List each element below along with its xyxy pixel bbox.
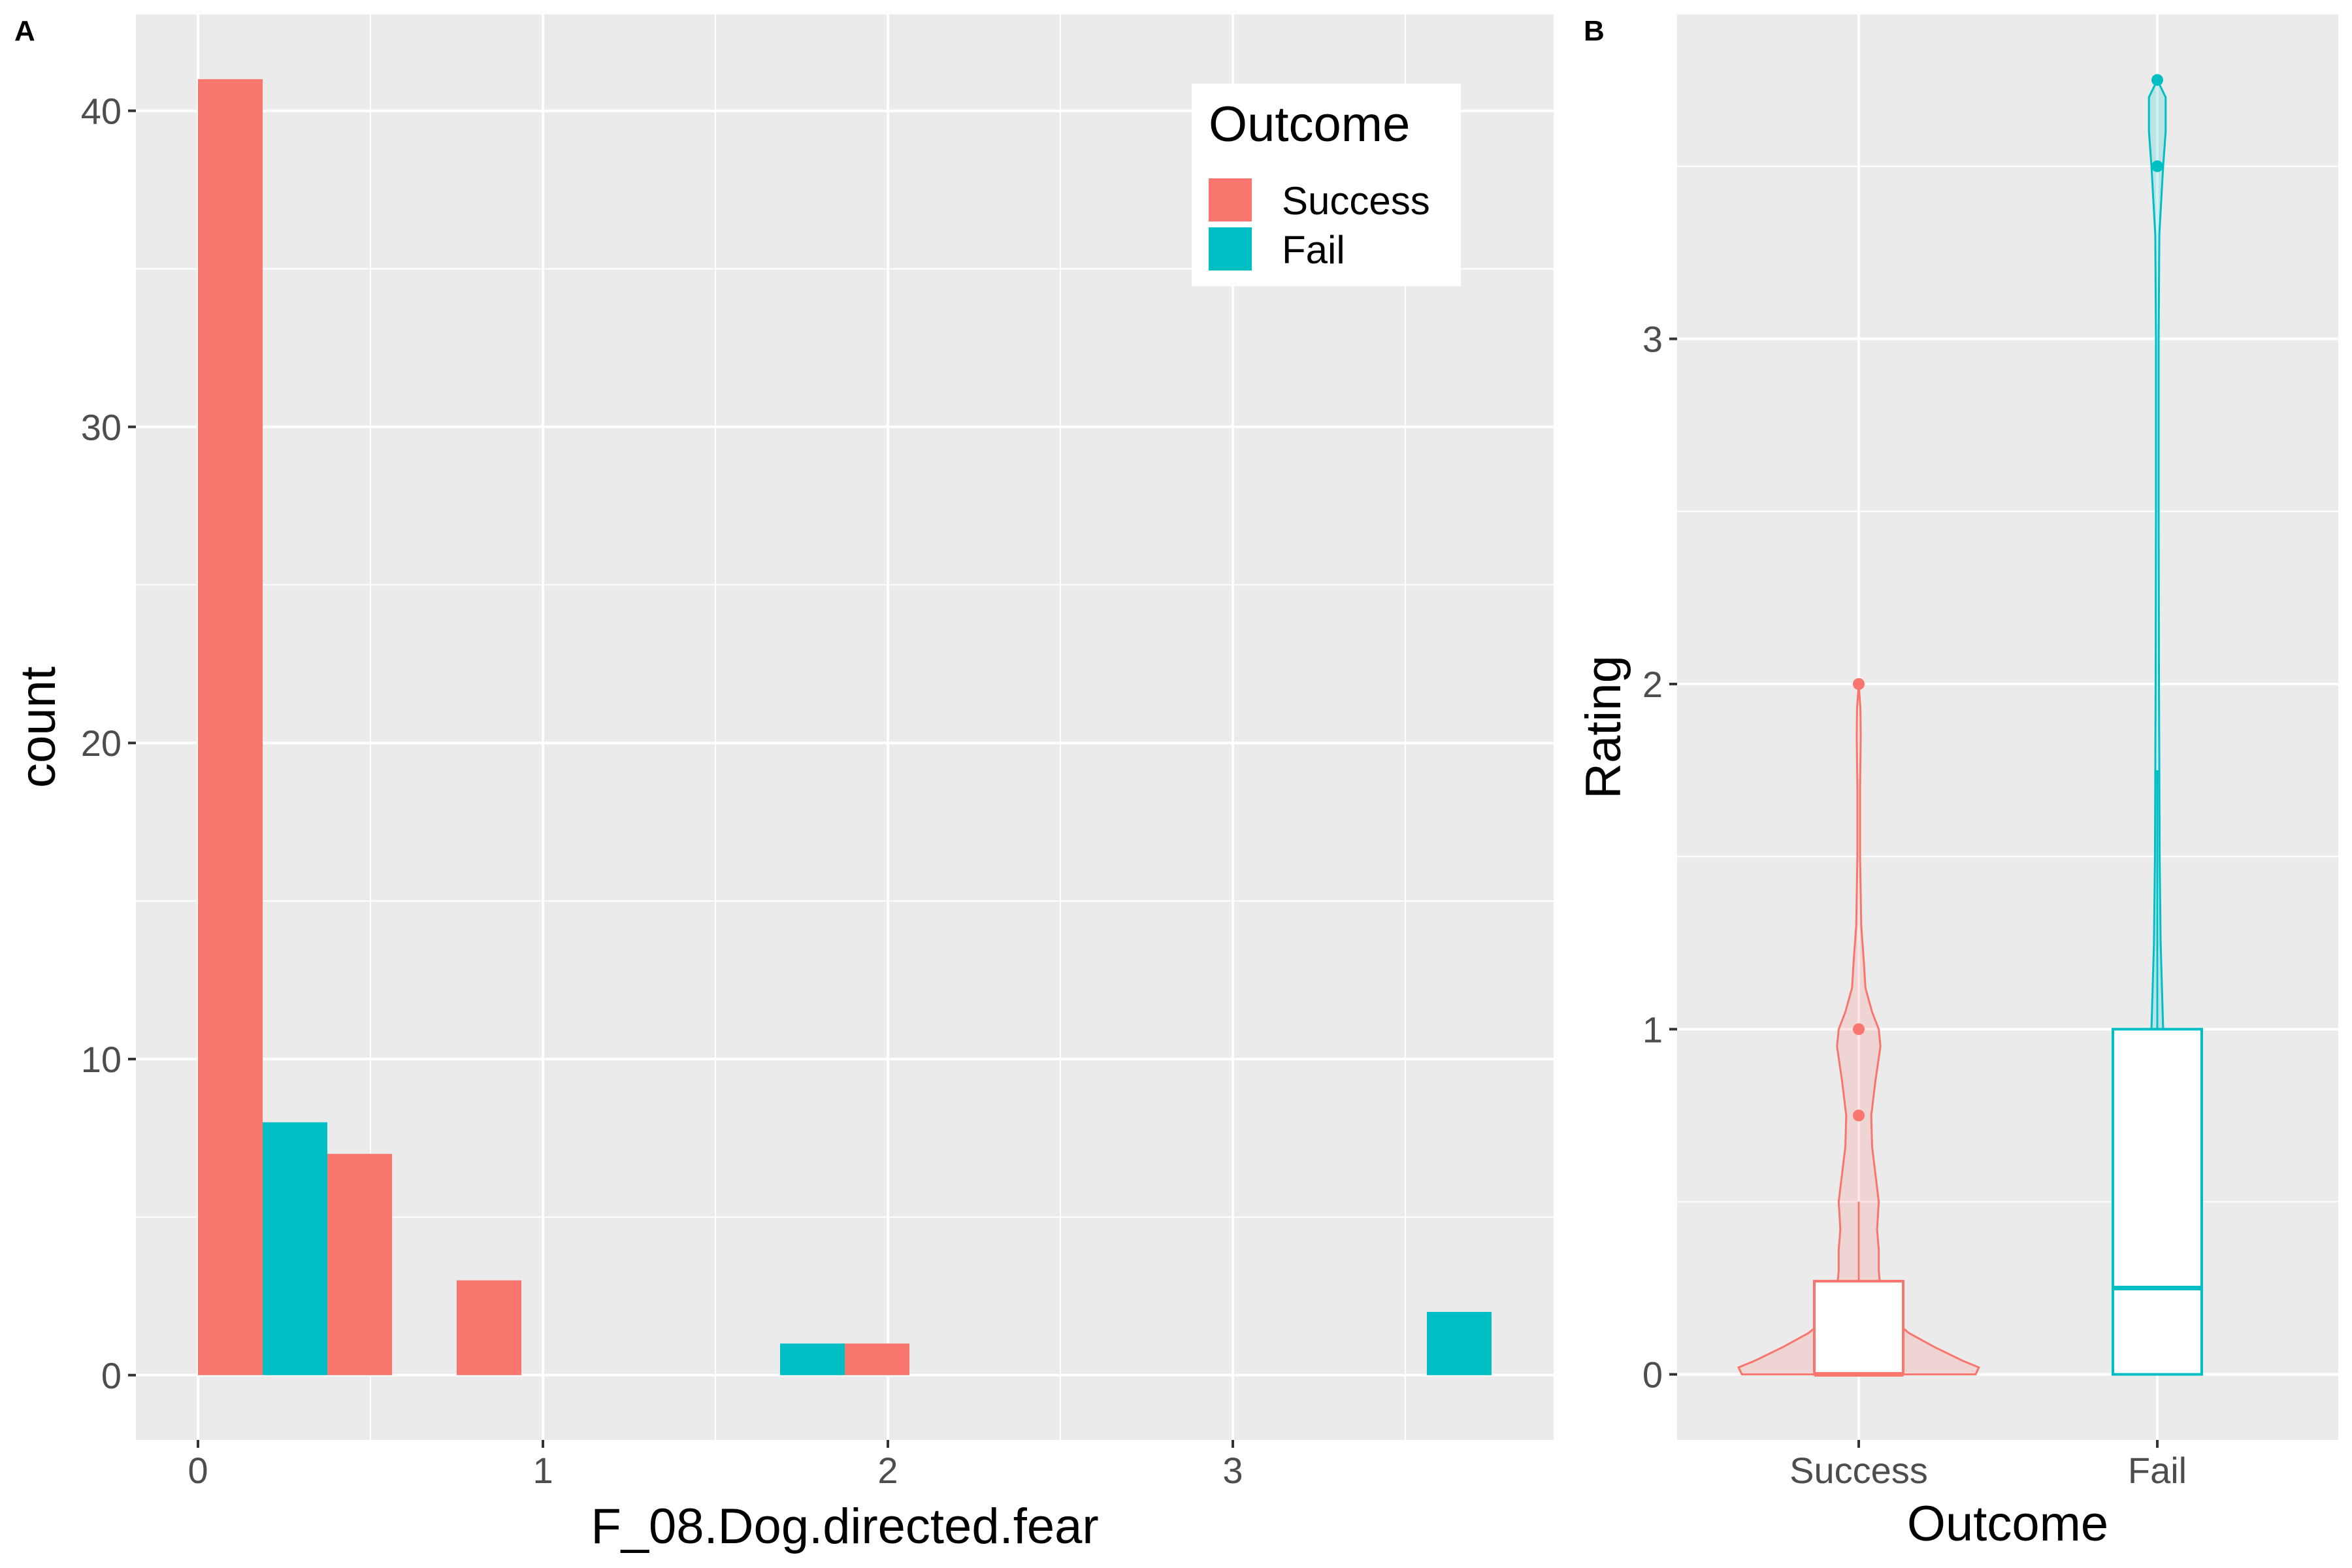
outlier-point-success [1853, 1023, 1865, 1036]
x-tick-label: 1 [532, 1450, 553, 1491]
outlier-point-success [1853, 1109, 1865, 1122]
panel-a-y-axis-title: count [10, 666, 66, 788]
panel-b-y-axis-title: Rating [1576, 655, 1631, 799]
panel-b-y-tick-labels: 0 1 2 3 [1642, 319, 1663, 1396]
bar-fail [263, 1122, 328, 1375]
x-tick-label: 0 [188, 1450, 208, 1491]
panel-a-y-tick-labels: 0 10 20 30 40 [81, 91, 122, 1396]
bar-success [457, 1280, 522, 1375]
panel-b-violin: Success Fail 0 1 2 3 Outcome Rating [1576, 14, 2338, 1552]
panel-a-histogram: 0 1 2 3 0 10 20 30 40 F_08.Dog.directed.fear co… [10, 14, 1554, 1554]
panel-a-tick-marks [128, 109, 1234, 1448]
outlier-point-fail [2151, 160, 2163, 172]
bar-success [327, 1154, 393, 1375]
panel-a-x-tick-labels: 0 1 2 3 [188, 1450, 1243, 1491]
panel-b-x-axis-title: Outcome [1907, 1496, 2108, 1552]
y-tick-label: 2 [1642, 664, 1663, 705]
panel-b-boxplots [1813, 770, 2203, 1377]
y-tick-label: 1 [1642, 1009, 1663, 1050]
panel-a-legend: Outcome Success Fail [1192, 84, 1461, 286]
legend-title: Outcome [1209, 97, 1410, 152]
x-tick-label-fail: Fail [2128, 1450, 2187, 1491]
box-fail [2112, 1028, 2203, 1376]
bar-success [198, 79, 263, 1375]
bar-fail [780, 1343, 845, 1375]
legend-label-fail: Fail [1282, 228, 1345, 272]
x-tick-label: 3 [1222, 1450, 1243, 1491]
panel-b-tick-marks [1669, 337, 2159, 1448]
y-tick-label: 30 [81, 406, 122, 448]
y-tick-label: 3 [1642, 319, 1663, 360]
x-tick-label: 2 [877, 1450, 898, 1491]
panel-a-tag: A [14, 15, 35, 47]
y-tick-label: 0 [1642, 1354, 1663, 1396]
panel-a-x-axis-title: F_08.Dog.directed.fear [591, 1499, 1098, 1554]
bar-success [845, 1343, 909, 1375]
box-success [1813, 1279, 1904, 1376]
panel-b-outlier-points [1853, 74, 2163, 1122]
y-tick-label: 20 [81, 723, 122, 764]
panel-b-plot-background [1677, 14, 2338, 1440]
y-tick-label: 10 [81, 1039, 122, 1080]
legend-label-success: Success [1282, 179, 1430, 223]
outlier-point-success [1853, 678, 1865, 690]
panel-b-tag: B [1584, 15, 1605, 47]
legend-key-fail [1209, 227, 1252, 270]
outlier-point-fail [2151, 74, 2163, 86]
panel-b-minor-gridlines [1677, 165, 2338, 1203]
y-tick-label: 40 [81, 91, 122, 132]
x-tick-label-success: Success [1789, 1450, 1928, 1491]
legend-key-success [1209, 178, 1252, 221]
y-tick-label: 0 [101, 1355, 122, 1396]
panel-a-bars [198, 79, 1492, 1375]
panel-b-x-tick-labels: Success Fail [1789, 1450, 2187, 1491]
bar-fail [1426, 1312, 1492, 1375]
